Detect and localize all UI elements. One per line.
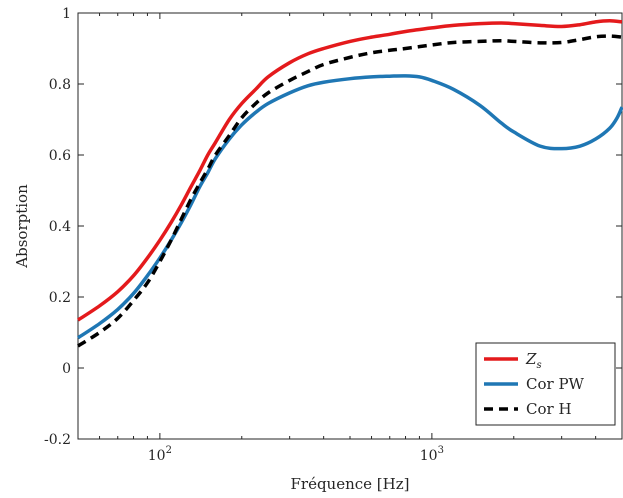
series-line-3: [77, 34, 623, 348]
series-line-1: [77, 19, 623, 322]
y-tick-label: 0.4: [49, 219, 71, 235]
legend-label: Cor H: [526, 400, 572, 418]
legend-label: Zs: [525, 350, 542, 371]
series-line-2: [77, 74, 623, 340]
y-tick-label: -0.2: [44, 432, 71, 448]
legend: Zs Cor PW Cor H: [475, 342, 616, 426]
y-axis-ticks: -0.2 0 0.2 0.4 0.6 0.8 1: [44, 6, 622, 448]
x-tick-label: 103: [420, 445, 444, 464]
y-tick-label: 1: [62, 6, 71, 22]
x-tick-label: 102: [148, 445, 172, 464]
legend-label: Cor PW: [526, 375, 585, 393]
series-layer: [77, 19, 623, 348]
y-tick-label: 0.2: [49, 290, 71, 306]
x-axis-ticks: 102 103: [77, 13, 623, 464]
y-tick-label: 0.8: [49, 77, 71, 93]
y-tick-label: 0: [62, 361, 71, 377]
y-tick-label: 0.6: [49, 148, 71, 164]
x-axis-label: Fréquence [Hz]: [291, 475, 410, 493]
y-axis-label: Absorption: [13, 184, 31, 269]
